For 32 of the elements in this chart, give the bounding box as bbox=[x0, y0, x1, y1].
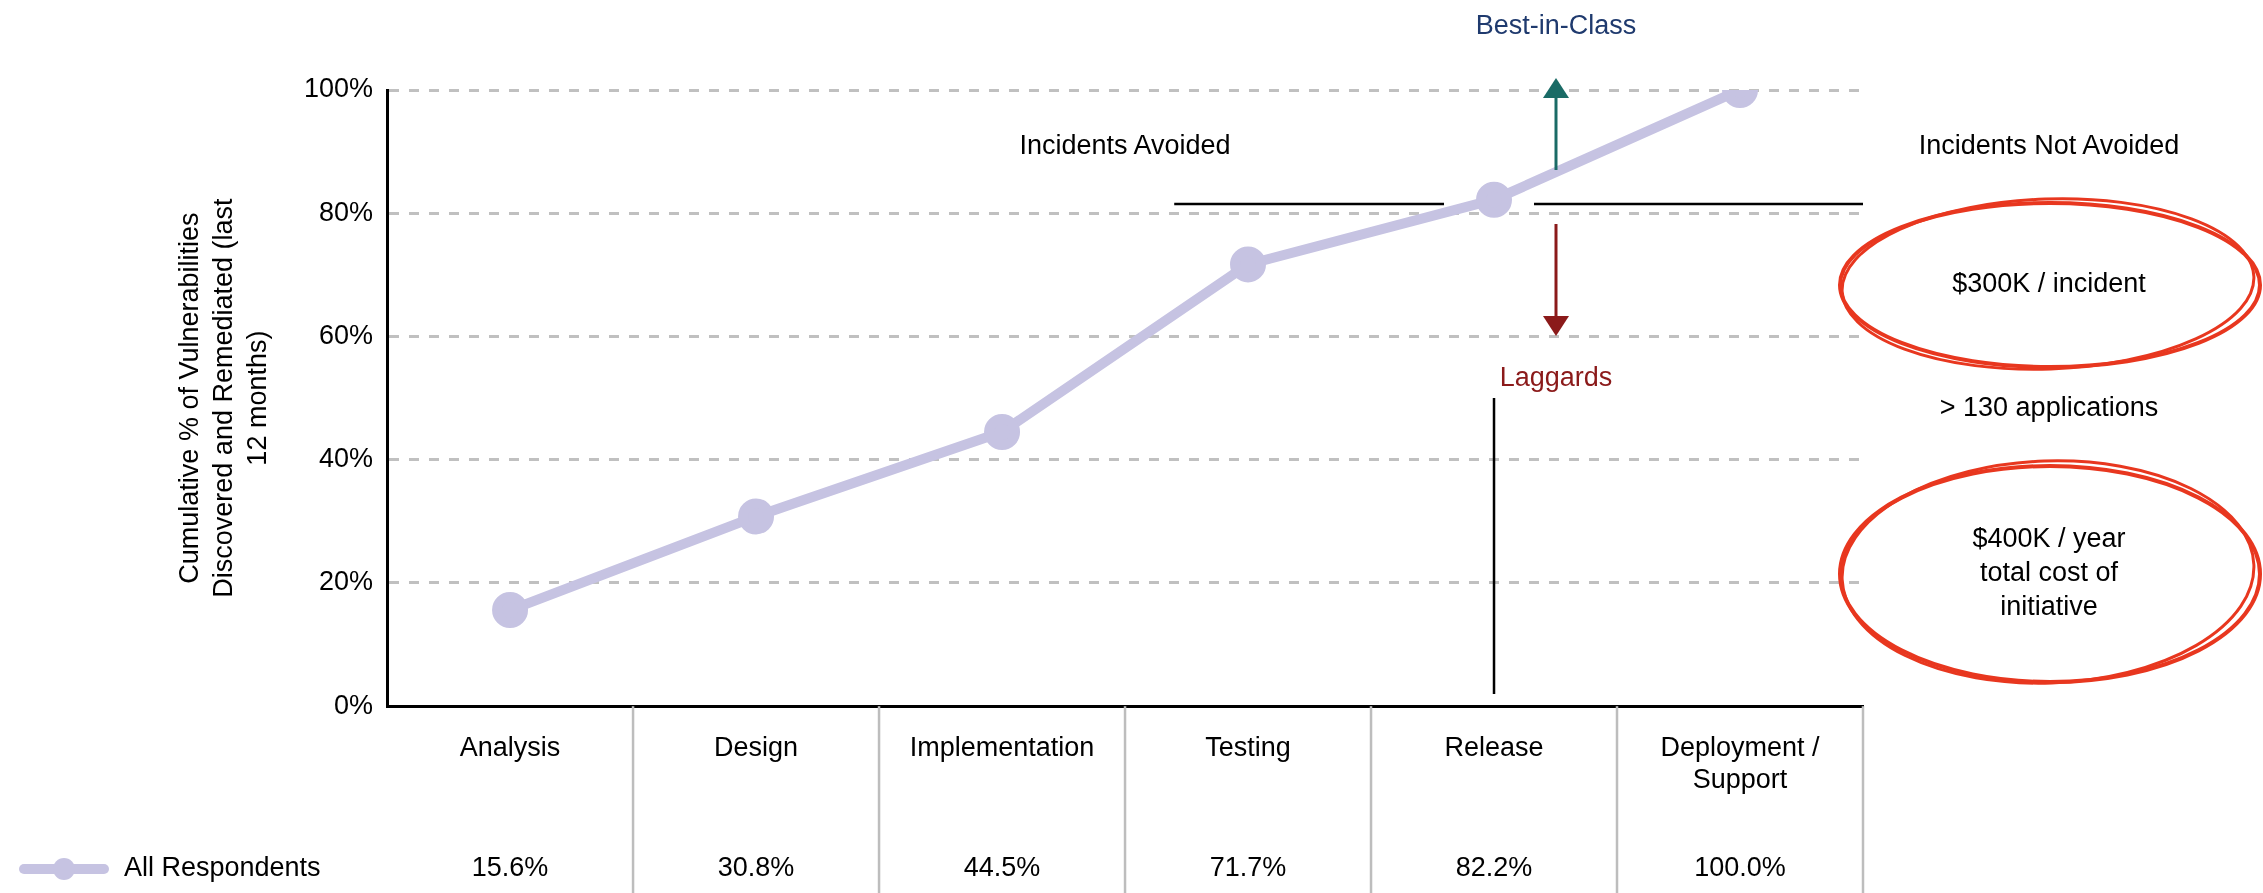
text: Incidents Not Avoided bbox=[1918, 129, 2180, 163]
data-label: 82.2% bbox=[1455, 852, 1533, 883]
data-label: 71.7% bbox=[1209, 852, 1287, 883]
text: $300K / incident bbox=[1952, 267, 2146, 301]
point bbox=[738, 498, 775, 535]
data-label: 30.8% bbox=[717, 852, 795, 883]
text: $400K / year total cost of initiative bbox=[1972, 522, 2126, 623]
y-axis-title: Cumulative % of Vulnerabilities Discovered and Remediated (last 12 months) bbox=[174, 198, 273, 598]
text: > 130 applications bbox=[1939, 391, 2159, 425]
x-tick-label: Deployment / Support bbox=[1660, 731, 1821, 795]
point bbox=[984, 413, 1021, 450]
x-tick-label: Testing bbox=[1205, 731, 1291, 762]
annotation: Laggards bbox=[1499, 361, 1613, 395]
y-tick-label: 60% bbox=[319, 319, 374, 350]
data-label: 15.6% bbox=[471, 852, 549, 883]
x-tick-label: Release bbox=[1444, 731, 1544, 762]
y-tick-label: 20% bbox=[319, 566, 374, 597]
data-label: 100.0% bbox=[1694, 852, 1786, 883]
data-label: 44.5% bbox=[963, 852, 1041, 883]
text: Best-in-Class bbox=[1475, 9, 1637, 43]
y-tick-label: 0% bbox=[334, 689, 374, 720]
point bbox=[1230, 246, 1267, 283]
point bbox=[1476, 181, 1513, 218]
y-tick-label: 80% bbox=[319, 196, 374, 227]
x-tick-label: Analysis bbox=[459, 731, 561, 762]
y-tick-label: 100% bbox=[303, 73, 374, 104]
x-tick-label: Design bbox=[714, 731, 799, 762]
y-tick-label: 40% bbox=[319, 443, 374, 474]
legend-label: All Respondents bbox=[124, 852, 321, 883]
annotation: Incidents Avoided bbox=[1019, 129, 1231, 163]
point bbox=[492, 592, 529, 629]
x-tick-label: Implementation bbox=[909, 731, 1095, 762]
